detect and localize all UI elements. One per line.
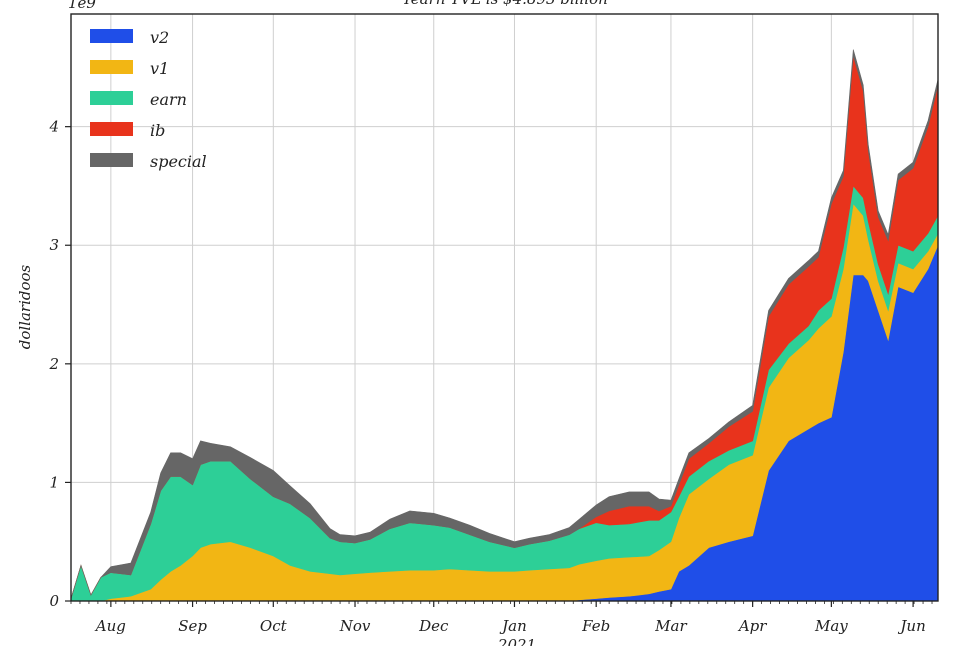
x-tick-label: Mar xyxy=(654,617,687,635)
y-tick-label: 3 xyxy=(49,236,59,254)
legend-swatch-v1 xyxy=(90,60,133,74)
x-tick-label: May xyxy=(814,617,848,635)
x-tick-label: Feb xyxy=(581,617,610,635)
legend-label-earn: earn xyxy=(150,90,187,109)
y-multiplier-label: 1e9 xyxy=(68,0,96,12)
y-tick-label: 2 xyxy=(48,355,59,373)
legend-label-v2: v2 xyxy=(150,28,169,47)
y-tick-label: 4 xyxy=(48,118,59,136)
legend-swatch-v2 xyxy=(90,29,133,43)
legend-swatch-earn xyxy=(90,91,133,105)
y-axis: 0 1 2 3 4 xyxy=(48,118,71,610)
x-axis-title: 2021 xyxy=(497,636,536,646)
x-tick-label: Dec xyxy=(418,617,449,635)
legend-label-special: special xyxy=(150,152,207,171)
y-axis-title: dollaridoos xyxy=(16,264,34,349)
legend-label-ib: ib xyxy=(150,121,165,140)
y-tick-label: 1 xyxy=(49,473,59,491)
chart-title: Yearn TVL is $4.893 billion xyxy=(402,0,608,8)
x-axis: Aug Sep Oct Nov Dec Jan Feb Mar Apr May Jun xyxy=(70,601,933,635)
x-tick-label: Nov xyxy=(339,617,371,635)
legend-swatch-ib xyxy=(90,122,133,136)
y-tick-label: 0 xyxy=(49,592,59,610)
x-tick-label: Aug xyxy=(94,617,126,635)
legend-label-v1: v1 xyxy=(150,59,169,78)
legend-swatch-special xyxy=(90,153,133,167)
plot-frame xyxy=(70,13,939,602)
x-tick-label: Jun xyxy=(897,617,925,635)
x-tick-label: Jan xyxy=(499,617,527,635)
x-tick-label: Oct xyxy=(260,617,288,635)
legend: v2 v1 earn ib special xyxy=(90,28,207,171)
x-tick-label: Apr xyxy=(737,617,767,635)
x-tick-label: Sep xyxy=(178,617,207,635)
area-series xyxy=(70,49,939,602)
